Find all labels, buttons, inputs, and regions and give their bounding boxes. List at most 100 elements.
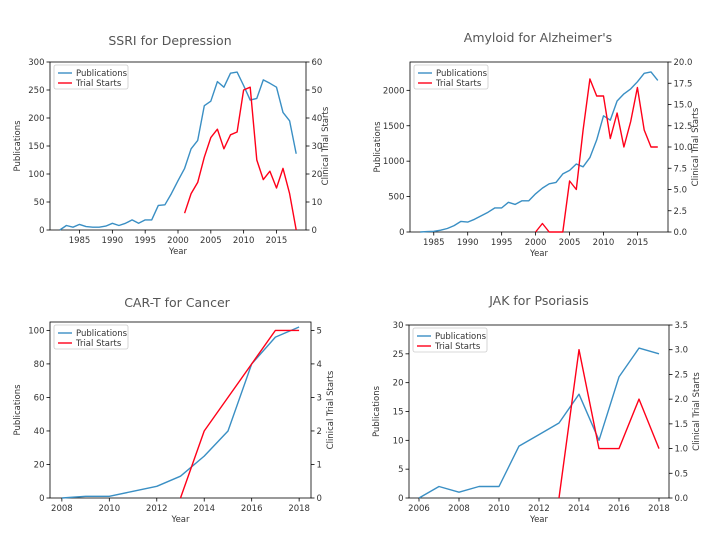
y-right-tick-label: 7.5 <box>674 164 688 174</box>
y-right-tick-label: 2 <box>317 427 322 437</box>
y-right-tick-label: 4 <box>317 360 322 370</box>
y-tick-label: 150 <box>28 142 44 152</box>
y-tick-label: 50 <box>34 198 45 208</box>
x-tick-label: 1985 <box>423 238 445 248</box>
y-right-tick-label: 20.0 <box>674 58 693 68</box>
y-right-tick-label: 0.5 <box>675 469 689 479</box>
legend-label: Publications <box>76 69 128 79</box>
x-tick-label: 2000 <box>525 238 547 248</box>
y-tick-label: 20 <box>34 460 45 470</box>
x-tick-label: 2012 <box>146 504 168 514</box>
publications-line <box>59 71 297 231</box>
y-tick-label: 200 <box>28 114 44 124</box>
y-right-tick-label: 15.0 <box>674 101 693 111</box>
y-tick-label: 15 <box>393 408 404 418</box>
y-right-tick-label: 0.0 <box>674 228 688 238</box>
x-tick-label: 2010 <box>233 236 255 246</box>
y-tick-label: 40 <box>34 427 45 437</box>
y-tick-label: 0 <box>398 494 403 504</box>
publications-line <box>420 71 659 233</box>
y-right-tick-label: 50 <box>312 86 323 96</box>
y-right-tick-label: 3 <box>317 393 322 403</box>
y-right-tick-label: 1.0 <box>675 445 689 455</box>
x-tick-label: 1990 <box>102 236 124 246</box>
y-tick-label: 0 <box>39 494 44 504</box>
trial-starts-line <box>179 329 300 499</box>
publications-line <box>61 326 300 499</box>
x-tick-label: 2014 <box>193 504 215 514</box>
legend-label: Publications <box>76 329 128 339</box>
x-tick-label: 2000 <box>167 236 189 246</box>
x-tick-label: 1995 <box>491 238 513 248</box>
y-axis-label: Publications <box>373 121 383 173</box>
y-right-tick-label: 3.5 <box>675 321 689 331</box>
y-right-tick-label: 1 <box>317 460 322 470</box>
y-right-tick-label: 10.0 <box>674 143 693 153</box>
y-tick-label: 2000 <box>383 86 405 96</box>
x-tick-label: 2010 <box>593 238 615 248</box>
x-tick-label: 2008 <box>448 504 470 514</box>
x-tick-label: 1995 <box>134 236 156 246</box>
x-tick-label: 2015 <box>627 238 649 248</box>
legend-box <box>413 64 489 90</box>
y-tick-label: 300 <box>28 58 44 68</box>
y-right-axis-label: Clinical Trial Starts <box>692 372 702 451</box>
trial-starts-line <box>535 78 658 233</box>
y-axis-label: Publications <box>372 385 382 437</box>
y-tick-label: 100 <box>28 170 44 180</box>
legend-label: Publications <box>435 332 487 342</box>
x-tick-label: 2012 <box>528 504 550 514</box>
y-right-tick-label: 60 <box>312 58 323 68</box>
y-tick-label: 0 <box>399 228 404 238</box>
x-axis-label: Year <box>171 515 191 525</box>
x-axis-label: Year <box>529 515 549 525</box>
y-right-tick-label: 20 <box>312 170 323 180</box>
y-tick-label: 10 <box>393 436 404 446</box>
y-right-tick-label: 12.5 <box>674 122 693 132</box>
y-right-tick-label: 5.0 <box>674 186 688 196</box>
x-tick-label: 2005 <box>559 238 581 248</box>
chart-title: SSRI for Depression <box>108 33 231 48</box>
y-tick-label: 500 <box>388 193 404 203</box>
y-right-tick-label: 2.5 <box>675 370 689 380</box>
legend-box <box>412 327 488 353</box>
y-tick-label: 1000 <box>383 157 405 167</box>
y-tick-label: 1500 <box>383 122 405 132</box>
y-tick-label: 80 <box>34 360 45 370</box>
x-tick-label: 2014 <box>568 504 590 514</box>
y-tick-label: 20 <box>393 379 404 389</box>
x-tick-label: 2018 <box>288 504 310 514</box>
y-tick-label: 0 <box>39 226 44 236</box>
publications-line <box>418 347 660 499</box>
x-axis-label: Year <box>529 249 549 259</box>
y-right-tick-label: 5 <box>317 326 322 336</box>
trial-starts-line <box>183 86 297 231</box>
x-tick-label: 2005 <box>200 236 222 246</box>
chart-title: JAK for Psoriasis <box>488 293 589 308</box>
y-right-axis-label: Clinical Trial Starts <box>691 107 701 186</box>
legend-label: Publications <box>436 69 488 79</box>
y-right-axis-label: Clinical Trial Starts <box>326 370 336 449</box>
legend-label: Trial Starts <box>435 79 482 89</box>
legend-label: Trial Starts <box>434 342 481 352</box>
y-tick-label: 30 <box>393 321 404 331</box>
x-tick-label: 2010 <box>98 504 120 514</box>
y-tick-label: 250 <box>28 86 44 96</box>
y-axis-label: Publications <box>13 384 23 436</box>
legend-box <box>53 64 129 90</box>
x-tick-label: 2018 <box>648 504 670 514</box>
x-tick-label: 2015 <box>266 236 288 246</box>
x-tick-label: 2016 <box>608 504 630 514</box>
y-tick-label: 60 <box>34 393 45 403</box>
x-tick-label: 1990 <box>457 238 479 248</box>
x-tick-label: 2006 <box>408 504 430 514</box>
y-right-tick-label: 10 <box>312 198 323 208</box>
y-right-tick-label: 0 <box>312 226 317 236</box>
chart-panel-2: Amyloid for Alzheimer's 1985 1990 1995 2000 2… <box>373 30 701 259</box>
legend-label: Trial Starts <box>75 79 122 89</box>
y-axis-label: Publications <box>13 120 23 172</box>
y-right-tick-label: 40 <box>312 114 323 124</box>
